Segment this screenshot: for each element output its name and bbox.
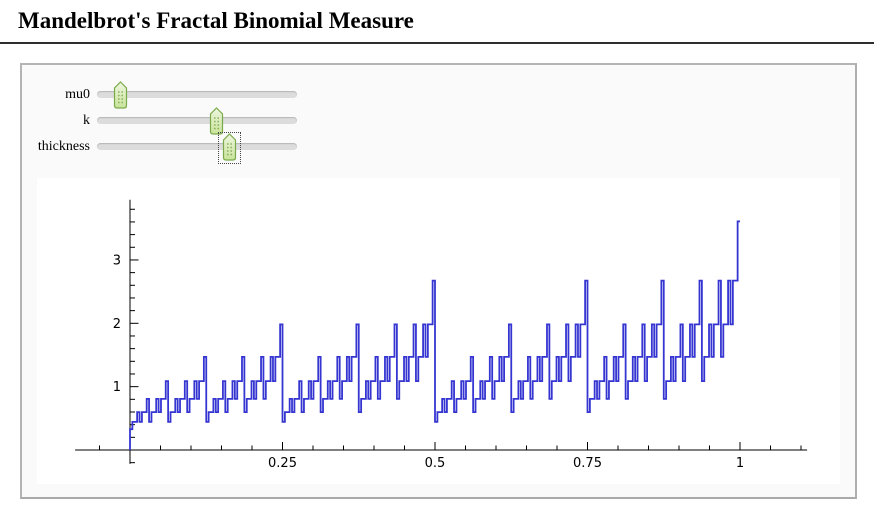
slider-track-mu0[interactable] — [97, 91, 297, 98]
page-title: Mandelbrot's Fractal Binomial Measure — [18, 8, 414, 33]
svg-text:3: 3 — [113, 253, 121, 268]
slider-thumb-k[interactable] — [209, 107, 224, 135]
svg-text:0.75: 0.75 — [573, 456, 602, 471]
manipulate-panel: mu0 k — [20, 63, 857, 499]
svg-text:1: 1 — [113, 380, 121, 395]
slider-track-k[interactable] — [97, 117, 297, 124]
slider-label-k: k — [83, 113, 90, 128]
title-divider — [0, 42, 874, 44]
slider-row-k: k — [22, 107, 342, 135]
svg-text:0.5: 0.5 — [425, 456, 446, 471]
slider-label-mu0: mu0 — [65, 87, 90, 102]
focus-ring-thickness — [218, 132, 241, 164]
slider-row-mu0: mu0 — [22, 81, 342, 109]
slider-thumb-mu0[interactable] — [113, 81, 128, 109]
slider-track-thickness[interactable] — [97, 143, 297, 150]
svg-text:1: 1 — [736, 456, 744, 471]
measure-plot: 0.25 0.5 0.75 1 1 2 3 — [37, 178, 840, 484]
slider-row-thickness: thickness — [22, 132, 342, 164]
thumb-dots-icon — [213, 117, 219, 130]
slider-label-thickness: thickness — [37, 139, 90, 154]
svg-text:0.25: 0.25 — [268, 456, 297, 471]
thumb-dots-icon — [226, 143, 232, 156]
slider-thumb-thickness[interactable] — [222, 133, 237, 161]
thumb-dots-icon — [117, 91, 123, 104]
svg-text:2: 2 — [113, 317, 121, 332]
measure-plot-svg: 0.25 0.5 0.75 1 1 2 3 — [75, 199, 808, 471]
